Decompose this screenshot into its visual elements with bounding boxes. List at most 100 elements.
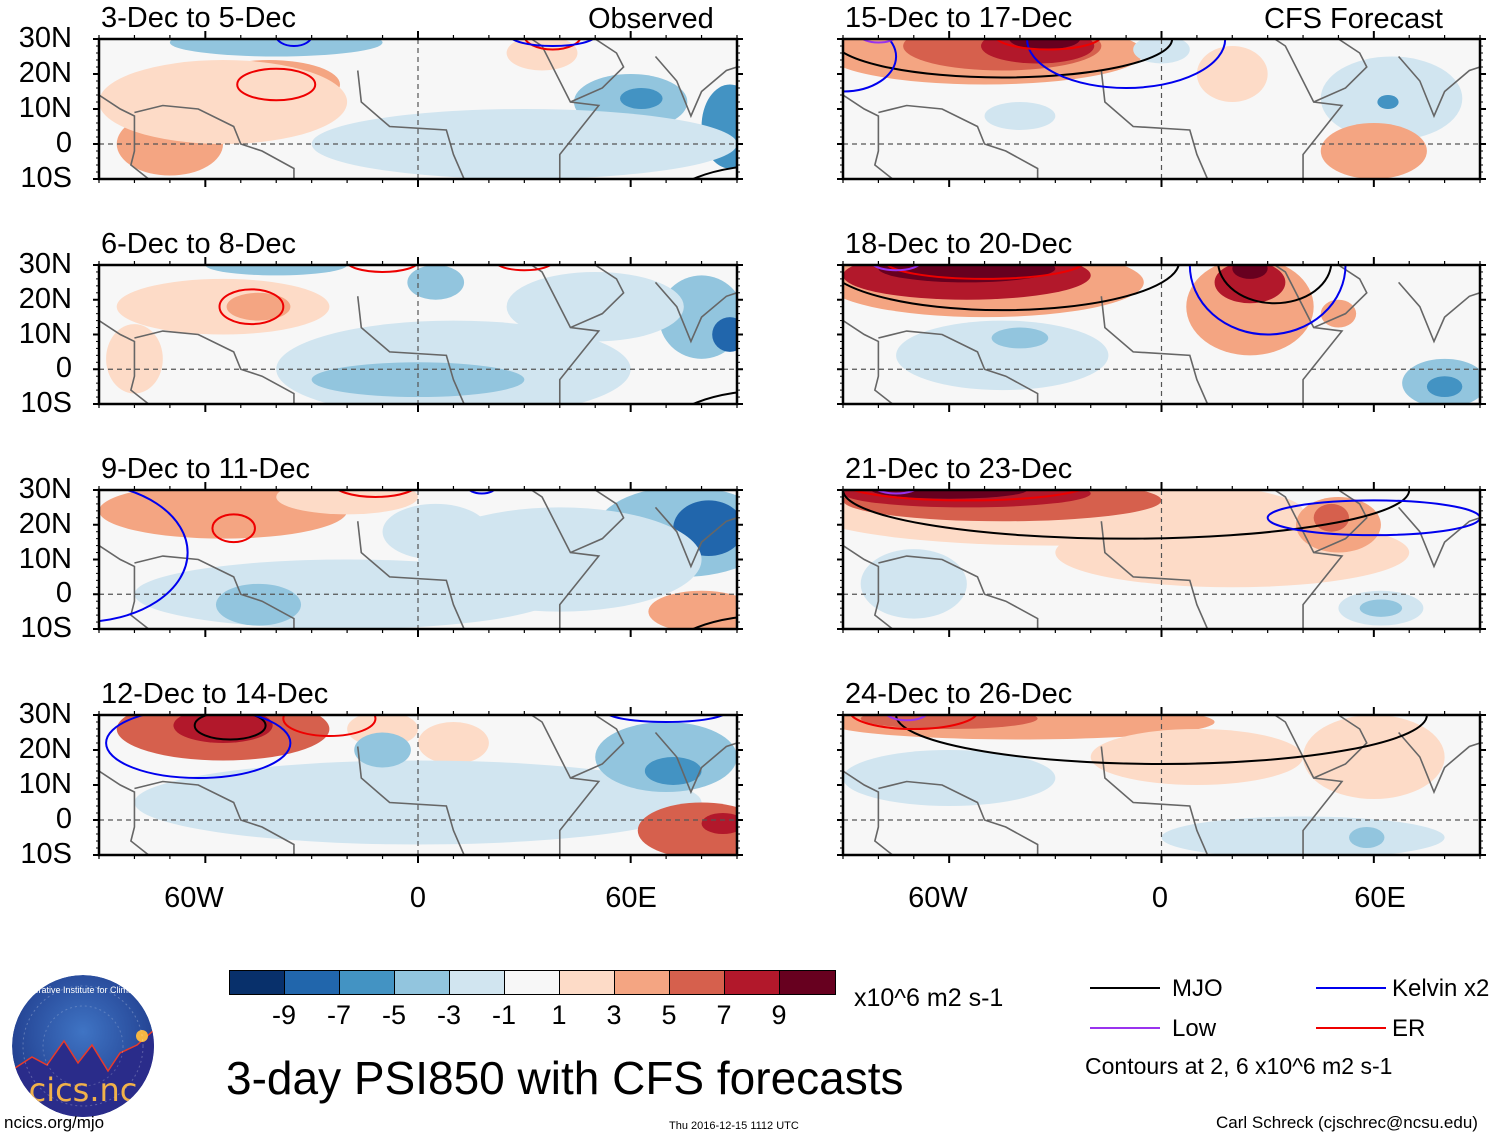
legend-label-kelvin: Kelvin x2 [1392, 975, 1490, 1002]
contour-line [995, 39, 1101, 51]
panel-title: 9-Dec to 11-Dec [101, 453, 310, 485]
y-tick-label: 10S [20, 612, 72, 644]
coastline [356, 715, 601, 855]
figure-title: 3-day PSI850 with CFS forecasts [226, 1052, 904, 1104]
contour-note: Contours at 2, 6 x10^6 m2 s-1 [1085, 1053, 1393, 1079]
coastline [1313, 715, 1480, 795]
contour-line [468, 490, 496, 495]
y-tick-label: 20N [18, 507, 72, 540]
anomaly-blob [99, 60, 348, 144]
footer-timestamp: Thu 2016-12-15 1112 UTC [669, 1120, 799, 1132]
coastline [570, 39, 737, 119]
anomaly-blob [984, 102, 1056, 130]
coastline [843, 319, 1039, 404]
contour-line [524, 39, 582, 51]
anomaly-blob [1090, 729, 1304, 785]
contour-line [843, 265, 1180, 312]
contour-line [510, 39, 595, 47]
anomaly-blob [506, 39, 578, 71]
logo-text: cics.nc [28, 1071, 138, 1109]
anomaly-blob [215, 583, 302, 626]
colorbar-tick-label: 9 [771, 1000, 787, 1030]
cfs-forecast-label: CFS Forecast [1264, 3, 1443, 35]
anomaly-blob [860, 715, 1038, 729]
y-tick-label: 20N [18, 282, 72, 315]
anomaly-blob [1320, 299, 1357, 328]
anomaly-blob [169, 39, 383, 57]
legend-line-er [1316, 1027, 1386, 1029]
colorbar-swatch [559, 970, 616, 995]
coastline [1313, 39, 1480, 119]
legend-label-mjo: MJO [1172, 975, 1223, 1002]
contour-line [850, 715, 978, 730]
contour-line [193, 715, 267, 741]
anomaly-blob [595, 722, 737, 792]
legend-label-er: ER [1392, 1015, 1426, 1042]
coastline [570, 490, 737, 569]
y-tick-label: 30N [18, 22, 72, 54]
contour-line [211, 513, 256, 544]
y-tick-label: 30N [18, 248, 72, 280]
anomaly-blob [418, 722, 489, 764]
panel-title: 15-Dec to 17-Dec [845, 2, 1073, 34]
panel-title: 24-Dec to 26-Dec [845, 678, 1073, 710]
anomaly-blob [1359, 599, 1403, 617]
coastline [356, 490, 601, 629]
y-tick-label: 10S [20, 162, 72, 194]
colorbar-swatch [504, 970, 561, 995]
panel-8 [837, 707, 1486, 863]
colorbar-swatch [724, 970, 781, 995]
anomaly-blob [644, 757, 702, 785]
contour-line [336, 490, 415, 498]
colorbar-swatch [339, 970, 396, 995]
anomaly-blob [116, 278, 330, 335]
panel-7 [837, 482, 1486, 637]
x-tick-label-0-right: 0 [1151, 882, 1169, 914]
contour-line [607, 715, 725, 723]
coastline [570, 265, 737, 344]
footer-url: ncics.org/mjo [4, 1113, 105, 1132]
colorbar-tick-label: -3 [436, 1000, 461, 1030]
coastline [843, 770, 1039, 855]
panel-6 [837, 257, 1486, 412]
panel-3 [93, 482, 743, 637]
panel-title: 21-Dec to 23-Dec [845, 453, 1073, 485]
observed-label: Observed [588, 3, 714, 35]
y-tick-label: 10S [20, 838, 72, 870]
panel-title: 6-Dec to 8-Dec [101, 228, 297, 260]
panel-title: 12-Dec to 14-Dec [101, 678, 329, 710]
colorbar-tick-label: -5 [381, 1000, 406, 1030]
panel-2 [93, 257, 743, 412]
legend-line-low [1090, 1027, 1160, 1029]
coastline [1313, 265, 1480, 344]
contour-line [276, 39, 312, 47]
anomaly-blob [860, 549, 967, 619]
contour-line [850, 490, 1084, 502]
anomaly-blob [1196, 46, 1268, 102]
anomaly-blob [1320, 123, 1427, 179]
y-tick-label: 20N [18, 733, 72, 765]
colorbar-tick-label: 5 [661, 1000, 677, 1030]
anomaly-blob [173, 715, 273, 743]
colorbar-tick-label: 7 [716, 1000, 732, 1030]
contour-line [875, 490, 917, 495]
y-tick-label: 10S [20, 387, 72, 419]
y-tick-label: 20N [18, 57, 72, 89]
anomaly-blob [843, 750, 1056, 806]
cics-logo: Cooperative Institute for Climate and Sa… [12, 975, 154, 1117]
contour-line [886, 265, 1084, 280]
anomaly-blob [1313, 503, 1350, 532]
contour-line [347, 265, 418, 273]
y-tick-label: 0 [55, 577, 72, 610]
coastline [1100, 715, 1344, 855]
contour-line [1266, 499, 1480, 537]
coastline [99, 770, 295, 855]
contour-line [99, 490, 189, 623]
coastline [570, 715, 737, 795]
colorbar-swatch [614, 970, 671, 995]
anomaly-blob [1377, 95, 1399, 109]
contour-line [843, 39, 1174, 79]
anomaly-blob [712, 317, 737, 352]
anomaly-blob [991, 327, 1049, 349]
